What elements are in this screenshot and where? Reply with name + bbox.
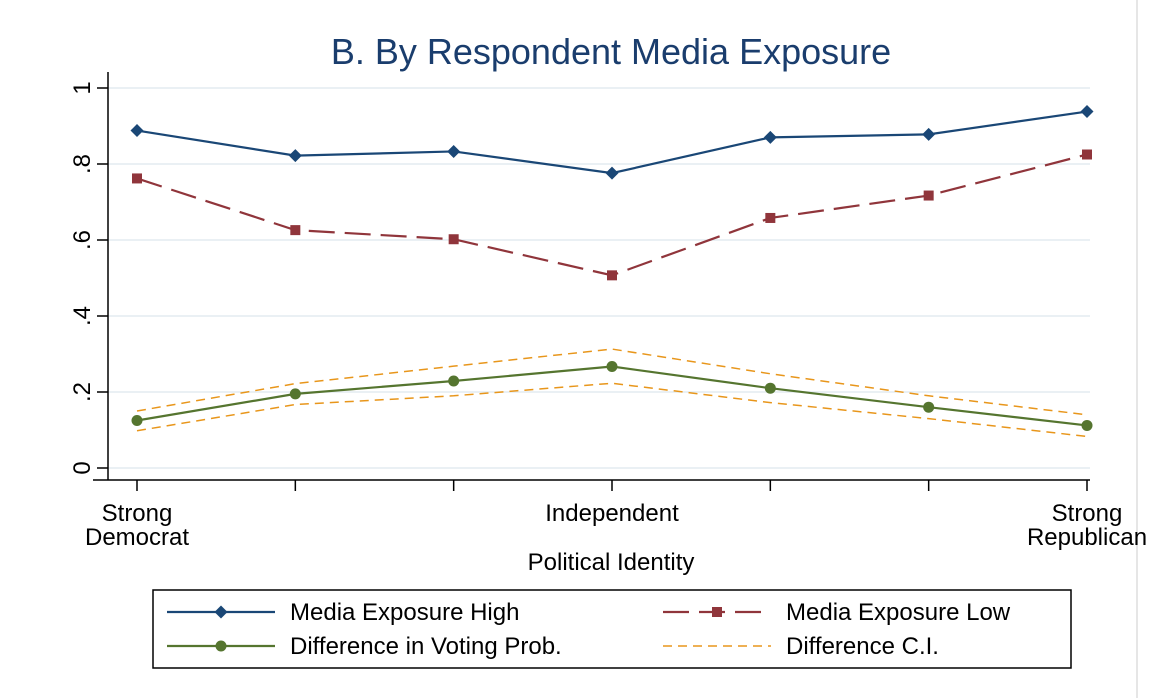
series-group xyxy=(130,105,1094,438)
x-tick-label: Strong Democrat xyxy=(85,500,189,551)
y-axis-ticks: 0 .2 .4 .6 .8 1 xyxy=(69,81,108,475)
data-point xyxy=(448,234,459,245)
y-tick-label: .6 xyxy=(69,230,96,250)
data-point xyxy=(289,388,301,400)
data-point xyxy=(1080,105,1094,119)
y-tick-label: .2 xyxy=(69,382,96,402)
data-point xyxy=(132,173,142,184)
data-point xyxy=(923,401,935,413)
legend-label: Difference C.I. xyxy=(786,633,939,660)
y-tick-label: .8 xyxy=(69,154,96,174)
data-point xyxy=(763,130,777,144)
data-point xyxy=(131,415,143,426)
data-point xyxy=(130,124,144,138)
x-tick-label: Independent xyxy=(545,500,679,527)
x-tick-label: Strong Republican xyxy=(1027,500,1147,551)
y-tick-label: 1 xyxy=(69,81,96,94)
series-media-exposure-low xyxy=(132,149,1092,281)
series-difference-c-i xyxy=(136,348,1088,438)
series-difference-in-voting-prob xyxy=(131,361,1093,431)
ci-lower-line xyxy=(136,382,1088,438)
legend-label: Media Exposure Low xyxy=(786,599,1011,626)
data-point xyxy=(606,361,618,373)
chart-title: B. By Respondent Media Exposure xyxy=(331,31,891,72)
data-point xyxy=(288,149,302,163)
data-point xyxy=(764,382,776,394)
legend-item: Difference in Voting Prob. xyxy=(167,633,562,660)
data-point xyxy=(607,270,617,281)
legend: Media Exposure High Media Exposure Low Dif… xyxy=(152,589,1072,669)
data-point xyxy=(1082,149,1092,160)
data-point xyxy=(605,166,619,180)
data-point xyxy=(447,144,461,158)
legend-marker xyxy=(214,605,228,619)
data-point xyxy=(448,375,460,387)
data-point xyxy=(922,127,936,141)
legend-marker xyxy=(712,607,722,617)
grid xyxy=(108,87,1090,469)
legend-label: Difference in Voting Prob. xyxy=(290,633,562,660)
ci-upper-line xyxy=(136,348,1088,416)
data-point xyxy=(290,225,301,236)
y-tick-label: 0 xyxy=(69,461,96,474)
legend-marker xyxy=(215,640,227,652)
legend-item: Media Exposure High xyxy=(167,599,519,626)
x-axis-label: Political Identity xyxy=(528,549,695,576)
legend-item: Difference C.I. xyxy=(663,633,939,660)
x-axis-ticks: Strong Democrat Independent Strong Republica… xyxy=(85,480,1147,551)
legend-label: Media Exposure High xyxy=(290,599,519,626)
data-point xyxy=(923,190,934,201)
series-media-exposure-high xyxy=(130,105,1094,180)
y-tick-label: .4 xyxy=(69,306,96,326)
legend-box xyxy=(152,589,1072,669)
legend-item: Media Exposure Low xyxy=(663,599,1011,626)
data-point xyxy=(765,212,776,223)
data-point xyxy=(1081,419,1093,431)
